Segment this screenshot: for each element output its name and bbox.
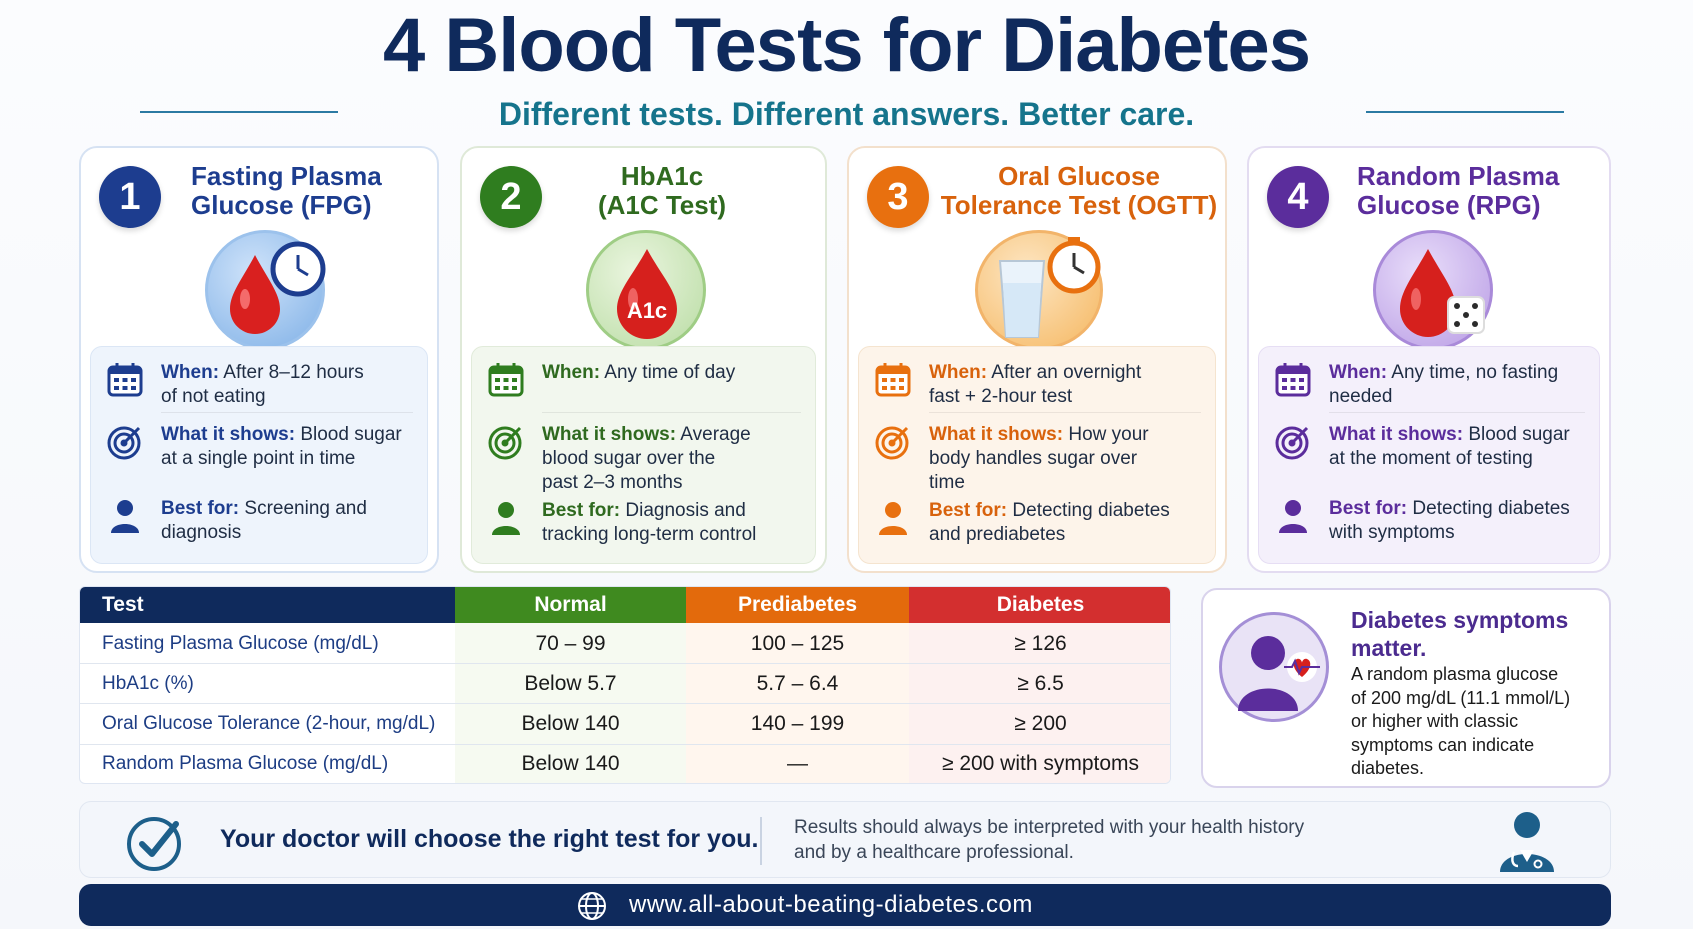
card-details: When: After an overnight fast + 2-hour te…	[858, 346, 1216, 564]
target-icon	[875, 426, 909, 460]
card-number-badge: 3	[867, 166, 929, 228]
card-details: When: Any time of day What it shows: Ave…	[471, 346, 816, 564]
test-card-rpg: 4 Random Plasma Glucose (RPG) When: Any t…	[1247, 146, 1611, 573]
doctor-banner: Your doctor will choose the right test f…	[79, 801, 1611, 878]
globe-icon	[578, 892, 606, 920]
symptoms-callout: Diabetes symptoms matter. A random plasma…	[1201, 588, 1611, 788]
symptoms-heading: Diabetes symptoms matter.	[1351, 607, 1569, 661]
page-subtitle: Different tests. Different answers. Bett…	[498, 96, 1195, 132]
results-table: Test Normal Prediabetes Diabetes Fasting…	[79, 586, 1171, 784]
person-icon	[1279, 500, 1307, 533]
page-title: 4 Blood Tests for Diabetes	[382, 3, 1311, 88]
banner-headline: Your doctor will choose the right test f…	[220, 825, 759, 853]
person-icon	[492, 502, 520, 535]
banner-note: Results should always be interpreted wit…	[794, 817, 1305, 863]
card-title: Fasting Plasma Glucose (FPG)	[191, 161, 382, 220]
doctor-icon	[1500, 812, 1554, 872]
blood-drop-clock-icon	[205, 230, 326, 350]
person-heartbeat-icon	[1219, 612, 1329, 722]
website-link[interactable]: www.all-about-beating-diabetes.com	[629, 891, 1033, 918]
card-title: Oral Glucose Tolerance Test (OGTT)	[940, 161, 1218, 220]
table-header-prediabetes: Prediabetes	[686, 587, 909, 623]
table-header-test: Test	[80, 587, 455, 623]
blood-drop-dice-icon	[1373, 230, 1493, 350]
test-card-ogtt: 3 Oral Glucose Tolerance Test (OGTT) When…	[847, 146, 1227, 573]
card-number-badge: 1	[99, 166, 161, 228]
table-header-normal: Normal	[455, 587, 686, 623]
target-icon	[488, 426, 522, 460]
glass-timer-icon	[975, 230, 1103, 350]
card-title: Random Plasma Glucose (RPG)	[1357, 161, 1560, 220]
person-icon	[111, 500, 139, 533]
target-icon	[1275, 426, 1309, 460]
blood-drop-a1c-icon: A1c	[586, 230, 706, 350]
a1c-drop-label: A1c	[627, 298, 667, 323]
card-details: When: After 8–12 hours of not eating What…	[90, 346, 428, 564]
person-icon	[879, 502, 907, 535]
calendar-icon	[875, 363, 911, 397]
divider-left	[140, 111, 338, 113]
check-circle-icon	[127, 817, 181, 871]
card-title: HbA1c (A1C Test)	[597, 161, 727, 220]
symptoms-body: A random plasma glucose of 200 mg/dL (11…	[1351, 664, 1571, 778]
footer-bar: www.all-about-beating-diabetes.com	[79, 884, 1611, 926]
calendar-icon	[1275, 363, 1311, 397]
target-icon	[107, 426, 141, 460]
calendar-icon	[488, 363, 524, 397]
card-number-badge: 4	[1267, 166, 1329, 228]
card-number-badge: 2	[480, 166, 542, 228]
divider-right	[1366, 111, 1564, 113]
table-header-diabetes: Diabetes	[909, 587, 1170, 623]
test-card-hba1c: 2 HbA1c (A1C Test) A1c When: Any time of …	[460, 146, 827, 573]
calendar-icon	[107, 363, 143, 397]
card-details: When: Any time, no fasting needed What it…	[1258, 346, 1600, 564]
test-card-fpg: 1 Fasting Plasma Glucose (FPG) When: Afte…	[79, 146, 439, 573]
